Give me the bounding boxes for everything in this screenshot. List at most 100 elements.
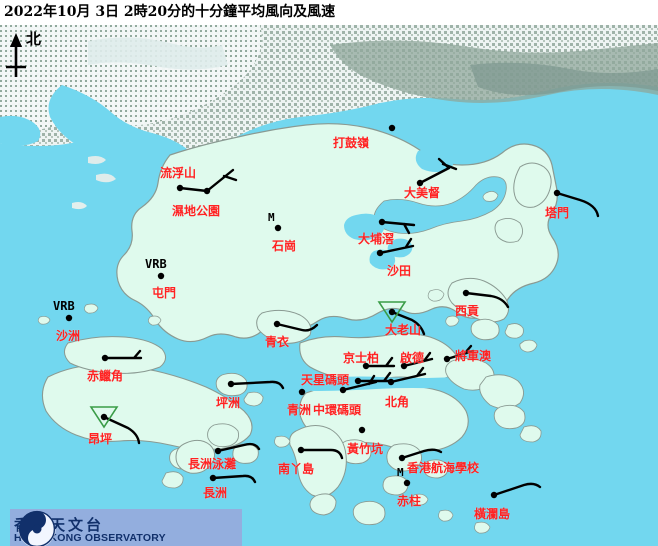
hko-logo-icon	[18, 510, 56, 546]
station-dot[interactable]	[387, 378, 395, 386]
station-label[interactable]: 長洲泳灘	[188, 457, 237, 471]
station-label[interactable]: 流浮山	[160, 166, 197, 180]
wind-barb	[555, 191, 600, 218]
station-dot[interactable]	[376, 249, 384, 257]
map-canvas[interactable]: 北 打鼓嶺 流浮山 濕地公園 大美督 塔門 石崗 M 大埔滘 沙田 屯門 VRB 西貢 沙洲 VRB 大老山…	[0, 25, 658, 546]
wind-barb	[364, 356, 396, 368]
station-label[interactable]: 香港航海學校	[407, 461, 480, 475]
wind-barb	[178, 168, 238, 193]
wind-barb	[402, 351, 434, 368]
sai-kung-peninsula	[447, 277, 510, 323]
north-label: 北	[26, 30, 42, 48]
station-label[interactable]: 赤柱	[397, 494, 422, 508]
gale-triangle-icon	[377, 301, 407, 324]
station-label[interactable]: 大美督	[404, 186, 441, 200]
station-dot[interactable]	[403, 479, 411, 487]
station-dot-layer	[65, 124, 561, 499]
tsing-yi-island	[256, 309, 312, 344]
wind-barb	[229, 380, 285, 390]
station-dot[interactable]	[388, 124, 396, 132]
wind-barb	[492, 482, 542, 497]
wind-barb	[378, 237, 415, 255]
station-dot[interactable]	[358, 426, 366, 434]
wind-barb-layer	[102, 157, 600, 497]
vrb-indicator: VRB	[145, 257, 167, 271]
station-label[interactable]: 西貢	[455, 304, 480, 318]
page-title: 2022年10月 3日 2時20分的十分鐘平均風向及風速	[0, 0, 658, 25]
station-label[interactable]: 沙田	[387, 264, 412, 278]
cheung-chau	[175, 439, 216, 474]
station-dot[interactable]	[398, 454, 406, 462]
station-dot[interactable]	[214, 447, 222, 455]
station-label[interactable]: 屯門	[152, 286, 177, 300]
station-dot[interactable]	[65, 314, 73, 322]
station-label[interactable]: 沙洲	[56, 329, 81, 343]
station-dot[interactable]	[416, 179, 424, 187]
wind-barb	[400, 448, 443, 460]
station-dot[interactable]	[443, 355, 451, 363]
station-dot[interactable]	[273, 320, 281, 328]
station-dot[interactable]	[157, 272, 165, 280]
wind-barb	[356, 371, 394, 383]
wind-barb	[299, 448, 344, 460]
station-label[interactable]: 將軍澳	[455, 349, 492, 363]
station-label[interactable]: 青洲	[287, 403, 312, 417]
station-dot[interactable]	[378, 218, 386, 226]
station-label[interactable]: 塔門	[545, 206, 570, 220]
station-dot[interactable]	[462, 289, 470, 297]
station-dot[interactable]	[100, 413, 108, 421]
station-dot[interactable]	[400, 362, 408, 370]
station-label[interactable]: 青衣	[265, 335, 290, 349]
station-label[interactable]: 啟德	[400, 351, 425, 365]
station-dot[interactable]	[297, 446, 305, 454]
station-label[interactable]: 打鼓嶺	[333, 136, 370, 150]
station-dot[interactable]	[388, 308, 396, 316]
station-dot[interactable]	[362, 362, 370, 370]
tolo-harbour	[373, 176, 507, 234]
chek-lap-kok	[64, 336, 166, 374]
station-dot[interactable]	[203, 187, 211, 195]
tap-mun-island	[513, 162, 552, 208]
station-label[interactable]: 長洲	[203, 486, 228, 500]
wind-barb	[341, 374, 378, 392]
wind-barb	[102, 415, 141, 445]
station-label[interactable]: 南丫島	[278, 462, 315, 476]
deep-bay	[48, 85, 192, 166]
station-label[interactable]: 大老山	[385, 323, 422, 337]
station-dot[interactable]	[298, 388, 306, 396]
station-dot[interactable]	[339, 386, 347, 394]
station-label[interactable]: 石崗	[272, 239, 297, 253]
station-label[interactable]: 昂坪	[88, 432, 113, 446]
station-dot[interactable]	[227, 380, 235, 388]
station-label[interactable]: 赤鱲角	[87, 369, 124, 383]
wind-barb	[211, 474, 257, 484]
station-dot[interactable]	[490, 491, 498, 499]
hko-logo[interactable]: 香港天文台 HONG KONG OBSERVATORY	[10, 509, 242, 546]
station-label[interactable]: 橫瀾島	[474, 507, 511, 521]
station-label[interactable]: 濕地公園	[172, 204, 221, 218]
calm-indicator: M	[397, 466, 404, 479]
station-dot[interactable]	[101, 354, 109, 362]
station-dot[interactable]	[176, 184, 184, 192]
station-dot[interactable]	[553, 189, 561, 197]
gale-triangle-icon	[89, 406, 119, 429]
wind-barb	[390, 310, 426, 336]
station-label[interactable]: 北角	[385, 395, 410, 409]
station-label[interactable]: 京士柏	[343, 351, 380, 365]
wind-barb	[275, 322, 319, 332]
wind-barb	[445, 344, 475, 361]
calm-indicator: M	[268, 211, 275, 224]
map-graphics	[0, 25, 658, 546]
station-label[interactable]: 黃竹坑	[347, 442, 384, 456]
station-label[interactable]: 大埔滘	[358, 232, 395, 246]
station-dot[interactable]	[209, 474, 217, 482]
wind-barb	[389, 366, 427, 384]
wind-barb	[380, 220, 416, 235]
station-label[interactable]: 中環碼頭	[313, 403, 362, 417]
wind-barb	[103, 349, 143, 360]
station-label[interactable]: 坪洲	[216, 396, 241, 410]
station-label[interactable]: 天星碼頭	[301, 373, 350, 387]
station-dot[interactable]	[354, 377, 362, 385]
station-dot[interactable]	[274, 224, 282, 232]
